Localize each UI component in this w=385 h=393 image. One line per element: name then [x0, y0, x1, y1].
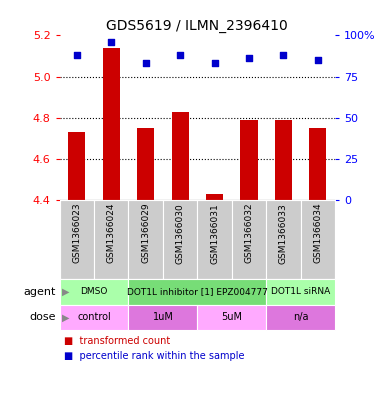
Bar — [129, 305, 197, 330]
Point — [315, 57, 321, 63]
Bar — [103, 48, 120, 200]
Text: 1uM: 1uM — [152, 312, 173, 322]
Text: ▶: ▶ — [62, 287, 69, 297]
Bar — [171, 112, 189, 200]
Bar — [129, 200, 163, 279]
Text: DOT1L inhibitor [1] EPZ004777: DOT1L inhibitor [1] EPZ004777 — [127, 287, 268, 296]
Bar — [266, 305, 335, 330]
Text: GSM1366032: GSM1366032 — [244, 203, 253, 263]
Bar — [240, 120, 258, 200]
Bar — [206, 194, 223, 200]
Bar — [197, 305, 266, 330]
Point — [108, 39, 114, 45]
Text: GSM1366030: GSM1366030 — [176, 203, 185, 264]
Bar — [275, 120, 292, 200]
Bar — [60, 200, 94, 279]
Text: dose: dose — [29, 312, 56, 322]
Bar — [266, 200, 301, 279]
Point — [177, 52, 183, 58]
Text: GSM1366034: GSM1366034 — [313, 203, 322, 263]
Bar — [60, 279, 129, 305]
Text: ■  transformed count: ■ transformed count — [64, 336, 170, 346]
Text: DOT1L siRNA: DOT1L siRNA — [271, 287, 330, 296]
Text: agent: agent — [23, 287, 56, 297]
Bar — [301, 200, 335, 279]
Point — [74, 52, 80, 58]
Bar — [266, 279, 335, 305]
Bar — [232, 200, 266, 279]
Text: ■  percentile rank within the sample: ■ percentile rank within the sample — [64, 351, 244, 361]
Text: control: control — [77, 312, 111, 322]
Text: 5uM: 5uM — [221, 312, 242, 322]
Bar — [68, 132, 85, 200]
Text: DMSO: DMSO — [80, 287, 108, 296]
Point — [142, 60, 149, 66]
Text: GSM1366033: GSM1366033 — [279, 203, 288, 264]
Point — [211, 60, 218, 66]
Bar — [94, 200, 129, 279]
Text: GSM1366029: GSM1366029 — [141, 203, 150, 263]
Point — [280, 52, 286, 58]
Bar — [129, 279, 266, 305]
Point — [246, 55, 252, 62]
Text: ▶: ▶ — [62, 312, 69, 322]
Bar — [309, 128, 326, 200]
Text: GSM1366023: GSM1366023 — [72, 203, 81, 263]
Text: GSM1366024: GSM1366024 — [107, 203, 116, 263]
Bar — [163, 200, 197, 279]
Bar — [197, 200, 232, 279]
Bar — [60, 305, 129, 330]
Text: GSM1366031: GSM1366031 — [210, 203, 219, 264]
Title: GDS5619 / ILMN_2396410: GDS5619 / ILMN_2396410 — [106, 19, 288, 33]
Text: n/a: n/a — [293, 312, 308, 322]
Bar — [137, 128, 154, 200]
